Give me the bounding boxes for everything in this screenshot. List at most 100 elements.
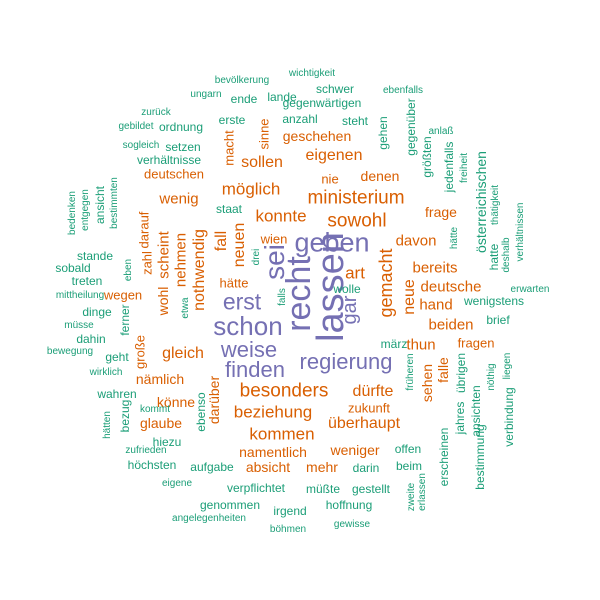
word: sinne	[256, 118, 272, 150]
word: wichtigkeit	[288, 68, 336, 79]
word: verbindung	[502, 387, 516, 447]
word: deshalb	[501, 237, 512, 273]
word: bereits	[412, 259, 458, 277]
word: verpflichtet	[226, 481, 286, 495]
word: konnte	[255, 206, 307, 226]
word: wenig	[159, 190, 199, 208]
word: wahren	[97, 387, 137, 401]
word: müßte	[305, 482, 341, 496]
word: früheren	[405, 353, 416, 391]
word: jahres	[453, 401, 467, 435]
word: eigenen	[305, 147, 363, 164]
word: zahl	[139, 251, 155, 275]
word: deutsche	[420, 278, 482, 296]
word: geschehen	[282, 128, 352, 144]
word: aufgabe	[190, 460, 234, 474]
word: glaube	[139, 415, 183, 431]
word: offen	[394, 442, 422, 456]
word: höchsten	[127, 458, 177, 472]
word: österreichischen	[473, 151, 489, 253]
word: wirklich	[89, 367, 123, 378]
word: art	[345, 263, 365, 283]
word: anzahl	[282, 112, 318, 126]
word: sehen	[419, 363, 435, 403]
word: ferner	[118, 304, 132, 336]
word: verhältnissen	[515, 202, 526, 262]
word: jedenfalls	[442, 141, 456, 193]
word: sei	[259, 244, 290, 280]
word: etwa	[180, 297, 191, 319]
word: mehr	[306, 459, 338, 475]
word: bevölkerung	[214, 75, 270, 86]
word: hand	[419, 296, 453, 314]
word: darüber	[206, 375, 222, 425]
word: könne	[156, 394, 196, 410]
word: nie	[321, 171, 339, 187]
word: weise	[220, 337, 278, 362]
word: frage	[425, 204, 457, 220]
word: wenigstens	[463, 294, 525, 308]
word: dinge	[82, 305, 112, 319]
word: fragen	[457, 335, 495, 351]
word: wohl	[155, 286, 171, 316]
word: märz	[380, 337, 408, 351]
word: gestellt	[351, 482, 391, 496]
word: zweite	[406, 482, 417, 512]
word: thätigkeit	[490, 184, 501, 226]
word: wegen	[103, 287, 143, 303]
word: hätten	[102, 411, 113, 439]
word: bezug	[118, 399, 132, 433]
word: drei	[251, 248, 262, 266]
word: thun	[406, 336, 436, 354]
word: neue	[401, 279, 418, 315]
word: hiezu	[152, 435, 182, 449]
word: falls	[277, 288, 288, 306]
word: deutschen	[144, 166, 204, 182]
word: müsse	[64, 320, 94, 331]
word: weniger	[330, 442, 380, 458]
word: macht	[221, 130, 237, 166]
word: dürfte	[352, 383, 394, 400]
word: geht	[105, 350, 129, 364]
word: schon	[213, 311, 283, 341]
word: setzen	[165, 140, 201, 154]
word: kommt	[140, 404, 170, 415]
word: größten	[420, 136, 434, 178]
word: hoffnung	[325, 498, 373, 512]
word: nöthig	[486, 363, 497, 391]
word: sogleich	[122, 140, 160, 151]
word: wien	[260, 231, 288, 247]
word: denen	[360, 168, 400, 184]
word: ansicht	[93, 185, 107, 225]
word: ebenfalls	[382, 85, 424, 96]
word: zurück	[141, 107, 171, 118]
word: lande	[267, 90, 297, 104]
word: finden	[225, 357, 285, 382]
word: erst	[222, 288, 262, 315]
word: eigene	[161, 478, 193, 489]
word: ministerium	[307, 187, 405, 209]
word: sollen	[241, 154, 283, 171]
word: erwarten	[510, 284, 550, 295]
word: anlaß	[428, 126, 454, 137]
word: bestimmten	[109, 177, 120, 229]
word: gewisse	[333, 519, 371, 530]
word: absicht	[245, 459, 291, 475]
word: nothwendig	[191, 229, 208, 311]
word: dahin	[76, 332, 106, 346]
word: gemacht	[376, 248, 396, 318]
word: bedenken	[67, 191, 78, 235]
word: gar	[339, 295, 361, 325]
word: erscheinen	[437, 427, 451, 487]
word: ungarn	[190, 89, 222, 100]
word: gegenüber	[404, 98, 418, 156]
word: zukunft	[348, 400, 390, 416]
word: ende	[230, 92, 258, 106]
word: besonders	[239, 380, 329, 402]
word: verhältnisse	[136, 153, 202, 167]
word: schwer	[315, 82, 355, 96]
word: stande	[76, 249, 114, 263]
word: steht	[341, 114, 369, 128]
word: darin	[352, 461, 380, 475]
